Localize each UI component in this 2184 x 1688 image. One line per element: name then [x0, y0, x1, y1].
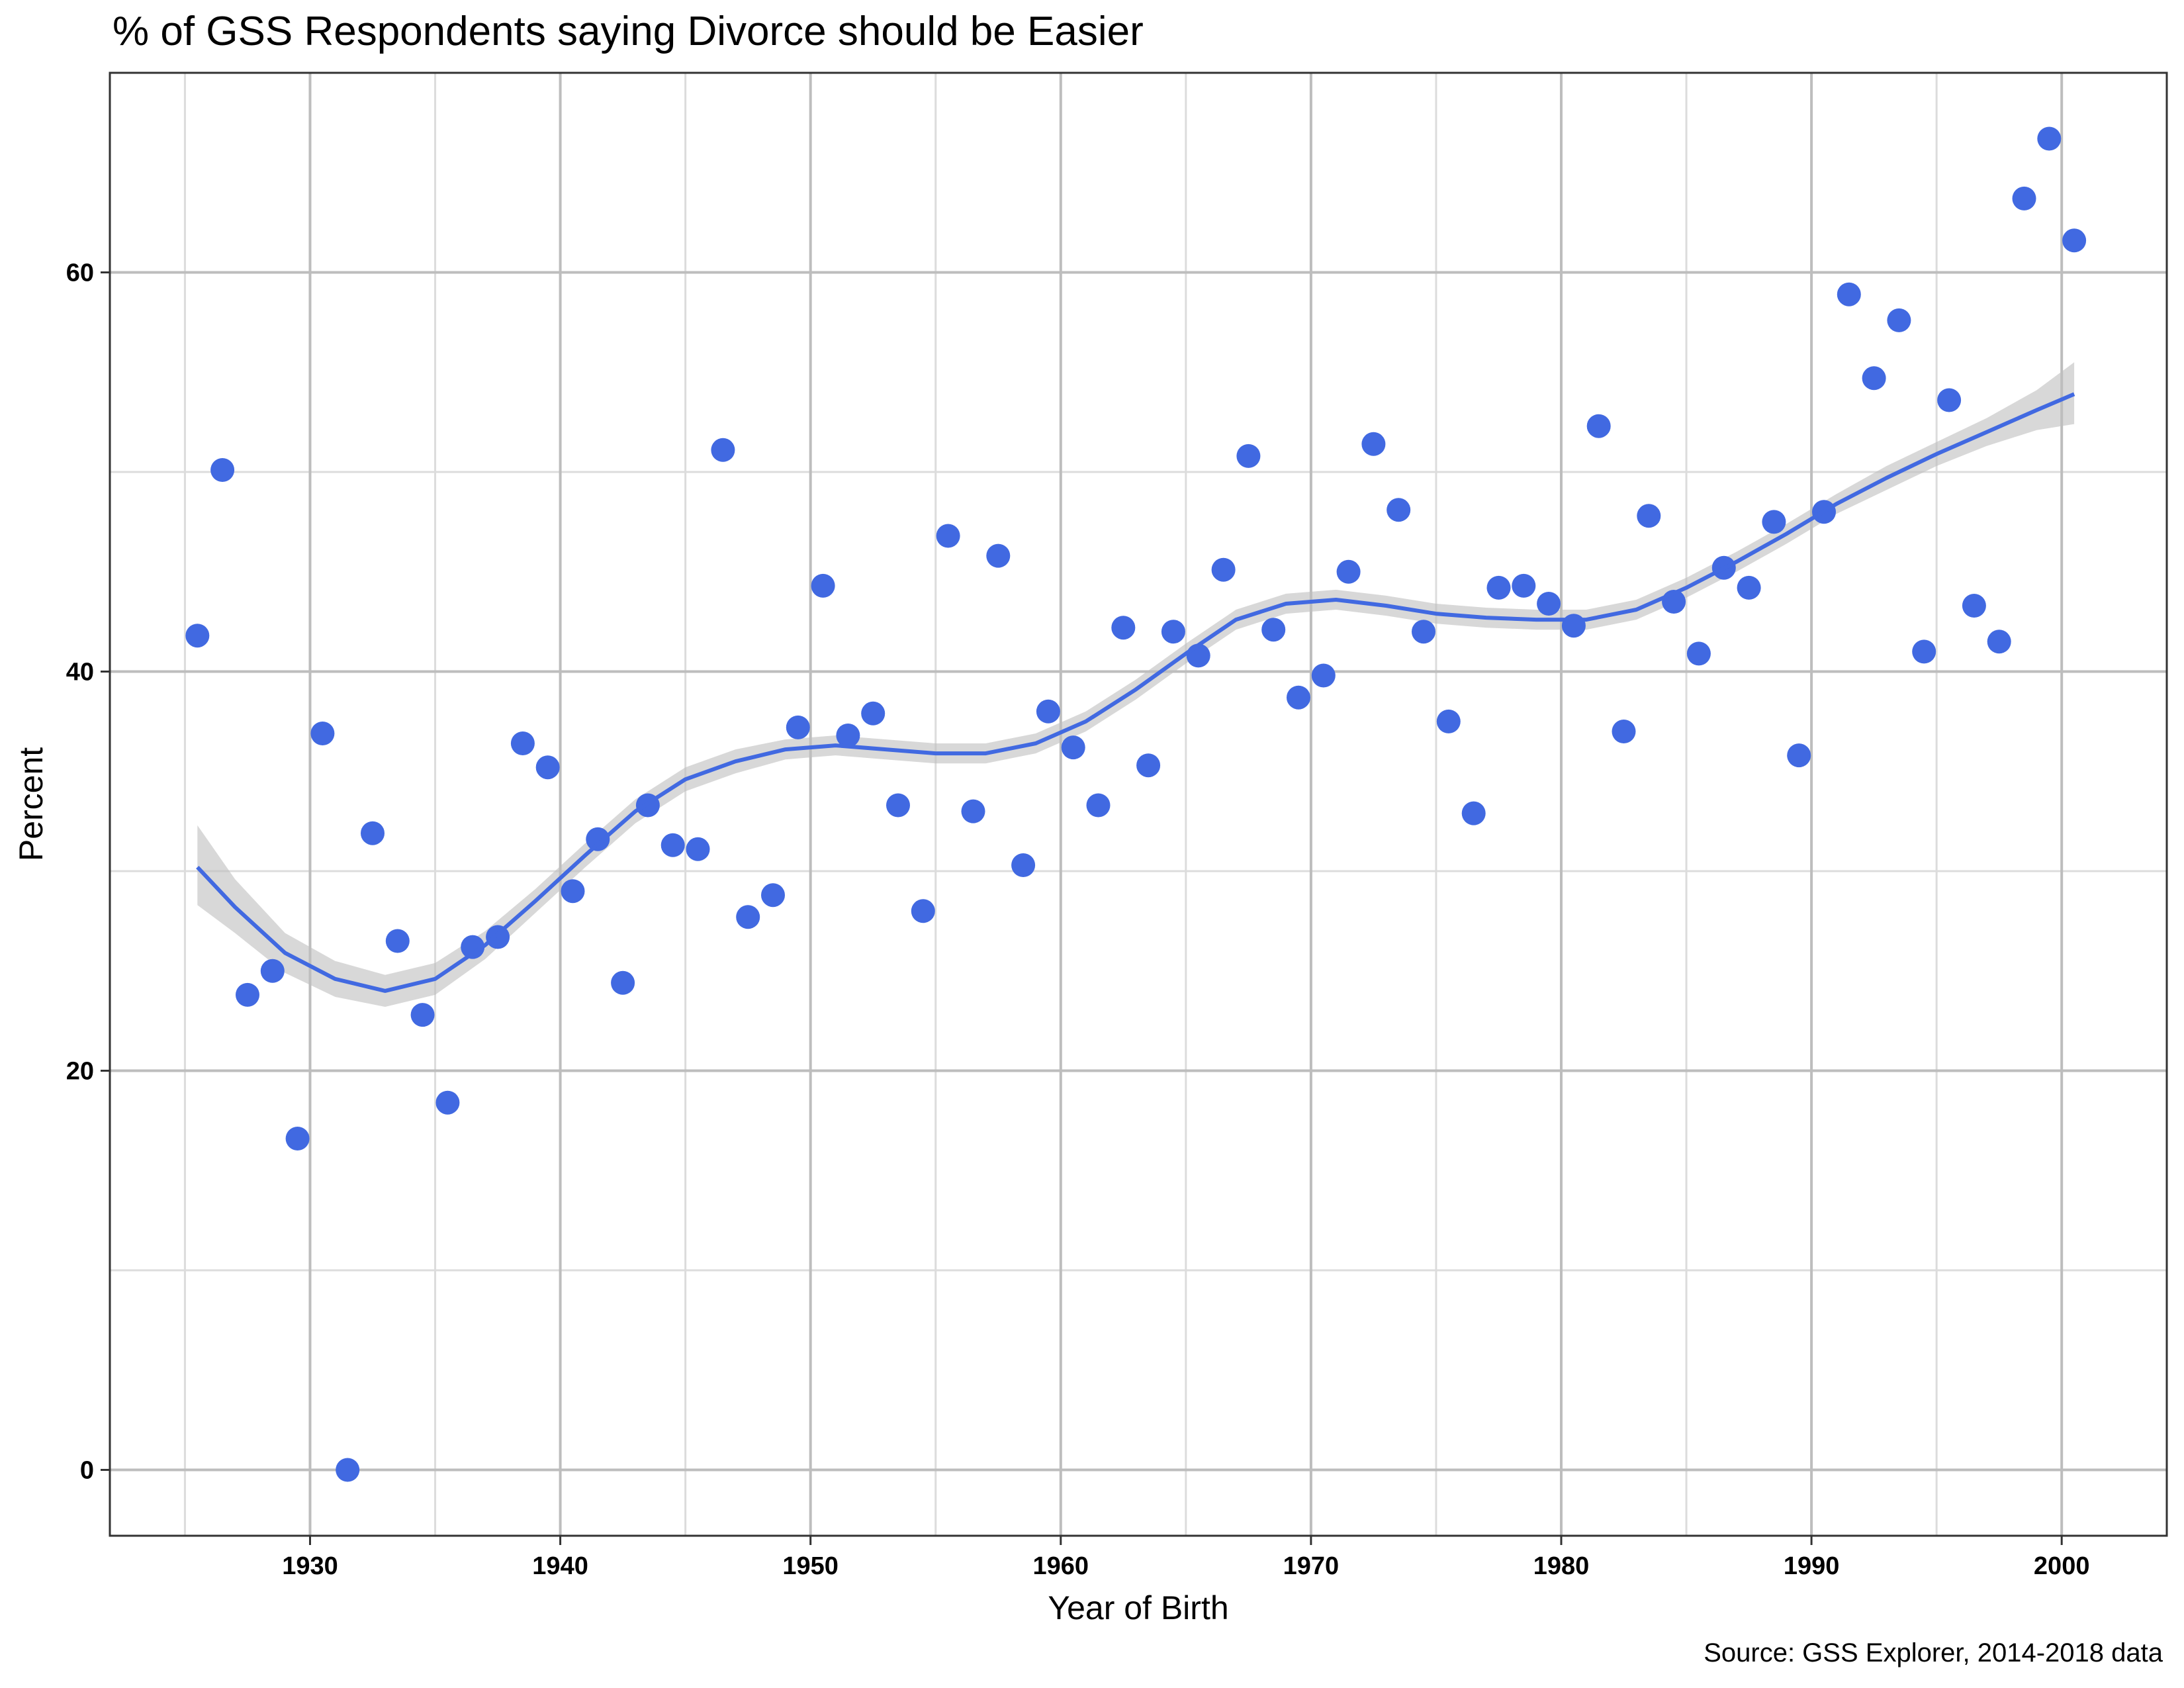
- data-point: [1937, 388, 1962, 412]
- data-point: [1612, 720, 1636, 743]
- data-point: [210, 458, 235, 482]
- data-point: [1236, 444, 1261, 468]
- data-point: [986, 543, 1011, 568]
- data-point: [886, 793, 910, 818]
- data-point: [1987, 630, 2011, 654]
- data-point: [1136, 753, 1161, 778]
- data-point: [1512, 573, 1536, 598]
- data-point: [586, 827, 610, 851]
- x-tick-label: 1960: [1033, 1552, 1089, 1580]
- data-point: [410, 1003, 435, 1027]
- data-point: [711, 438, 735, 462]
- data-point: [1537, 592, 1561, 616]
- data-point: [786, 715, 810, 739]
- panel-border: [109, 71, 2168, 1537]
- data-point: [2012, 186, 2036, 211]
- x-tick-label: 1940: [532, 1552, 588, 1580]
- x-axis-title: Year of Birth: [1048, 1589, 1228, 1626]
- data-point: [361, 821, 385, 845]
- data-point: [1412, 620, 1435, 644]
- data-point: [836, 724, 860, 747]
- data-point: [1837, 282, 1861, 306]
- data-point: [1387, 498, 1411, 522]
- data-point: [911, 899, 935, 923]
- data-point: [736, 905, 760, 929]
- x-tick-label: 1950: [782, 1552, 839, 1580]
- data-point: [1036, 699, 1060, 724]
- data-point: [1912, 639, 1936, 664]
- data-point: [236, 982, 259, 1007]
- chart-title: % of GSS Respondents saying Divorce shou…: [113, 9, 1144, 54]
- data-point: [310, 722, 335, 745]
- data-point: [260, 959, 285, 983]
- data-point: [761, 883, 785, 908]
- data-point: [1787, 743, 1811, 768]
- data-point: [861, 701, 886, 726]
- data-point: [1686, 641, 1711, 666]
- data-point: [185, 624, 210, 648]
- data-point: [1887, 308, 1911, 332]
- data-point: [1061, 735, 1085, 760]
- x-tick-label: 2000: [2034, 1552, 2090, 1580]
- y-tick-label: 40: [66, 659, 94, 686]
- plot-panel: [110, 73, 2167, 1536]
- smooth-line: [196, 392, 2075, 993]
- data-point: [1336, 559, 1361, 584]
- y-tick-label: 20: [66, 1058, 94, 1086]
- data-point: [660, 833, 685, 857]
- data-point: [1287, 685, 1310, 710]
- data-point: [1737, 575, 1761, 600]
- data-point: [285, 1127, 310, 1150]
- data-point: [435, 1090, 460, 1115]
- data-point: [561, 879, 585, 904]
- data-point: [611, 970, 635, 995]
- data-point: [1086, 793, 1111, 818]
- data-point: [2062, 228, 2087, 253]
- data-point: [811, 573, 835, 598]
- x-tick-label: 1990: [1784, 1552, 1840, 1580]
- y-axis-title: Percent: [13, 747, 50, 861]
- data-point: [1436, 709, 1461, 733]
- data-point: [1211, 557, 1236, 582]
- data-point: [1111, 616, 1136, 640]
- data-point: [461, 935, 485, 959]
- data-point: [535, 755, 560, 780]
- data-point: [1261, 618, 1286, 642]
- x-tick-label: 1930: [282, 1552, 338, 1580]
- data-point: [510, 731, 535, 755]
- data-point: [1637, 504, 1661, 528]
- data-point: [1762, 510, 1786, 534]
- data-point: [336, 1458, 360, 1482]
- data-point: [1461, 801, 1486, 825]
- x-tick-label: 1980: [1533, 1552, 1590, 1580]
- data-point: [686, 837, 710, 861]
- confidence-ribbon: [197, 362, 2075, 1007]
- data-point: [1862, 366, 1886, 391]
- data-point: [1586, 414, 1611, 438]
- data-point: [1161, 620, 1185, 644]
- data-point: [1011, 853, 1036, 877]
- data-point: [385, 929, 410, 953]
- data-point: [1561, 614, 1586, 638]
- data-point: [1486, 575, 1511, 600]
- x-tick-label: 1970: [1283, 1552, 1340, 1580]
- data-point: [1361, 432, 1386, 456]
- y-tick-label: 60: [66, 259, 94, 287]
- data-point: [1962, 594, 1986, 618]
- data-point: [961, 799, 985, 823]
- y-tick-label: 0: [80, 1457, 94, 1485]
- chart-caption: Source: GSS Explorer, 2014-2018 data: [1704, 1638, 2163, 1667]
- data-point: [1311, 663, 1336, 688]
- data-point: [936, 524, 960, 548]
- data-point: [2037, 126, 2062, 151]
